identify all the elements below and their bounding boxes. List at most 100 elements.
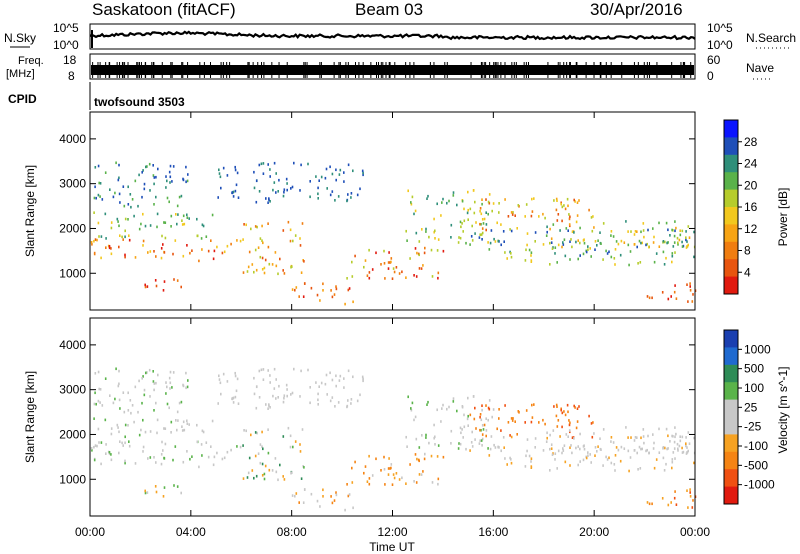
power-cell	[153, 176, 156, 179]
velocity-cell	[459, 426, 462, 430]
power-cell	[283, 272, 286, 275]
velocity-cell	[221, 457, 224, 461]
power-cell	[679, 229, 681, 232]
velocity-cell	[481, 408, 483, 412]
velocity-cell	[510, 461, 513, 465]
power-cell	[93, 196, 96, 200]
power-cell	[563, 204, 565, 207]
power-cell	[549, 241, 551, 245]
power-cell	[94, 166, 97, 169]
velocity-cell	[597, 445, 599, 448]
power-cell	[176, 279, 179, 282]
colorbar-segment	[724, 120, 738, 138]
velocity-cell	[278, 384, 280, 388]
velocity-cell	[210, 445, 212, 448]
velocity-cell	[666, 447, 668, 451]
velocity-cell	[187, 379, 189, 382]
power-cell	[154, 279, 157, 282]
power-cell	[198, 259, 200, 263]
power-cell	[163, 280, 166, 283]
power-cell	[474, 232, 476, 235]
velocity-cell	[267, 407, 269, 410]
power-cell	[236, 171, 239, 175]
velocity-cell	[410, 407, 412, 410]
colorbar-segment	[724, 330, 738, 348]
power-cell	[395, 266, 398, 269]
velocity-cell	[301, 428, 304, 431]
velocity-cell	[437, 477, 440, 481]
colorbar-segment	[724, 399, 738, 418]
power-cell	[418, 240, 421, 243]
power-cell	[104, 212, 107, 216]
power-cell	[478, 236, 481, 239]
velocity-cell	[667, 434, 669, 438]
velocity-cell	[467, 414, 469, 418]
velocity-cell	[260, 368, 263, 372]
power-cell	[671, 254, 674, 258]
power-cell	[579, 241, 581, 245]
power-cell	[576, 214, 579, 217]
power-cell	[142, 244, 144, 247]
power-cell	[261, 256, 264, 260]
velocity-cell	[673, 440, 676, 444]
nsearch-tick-top: 10^5	[707, 21, 733, 35]
colorbar-tick-label: 16	[744, 200, 758, 214]
velocity-cell	[434, 435, 436, 439]
power-cell	[511, 213, 514, 216]
power-cell	[352, 300, 354, 304]
power-cell	[317, 186, 319, 190]
velocity-cell	[245, 429, 247, 433]
velocity-cell	[165, 381, 167, 384]
velocity-cell	[262, 368, 265, 371]
power-cell	[564, 207, 567, 211]
velocity-cell	[108, 452, 111, 456]
power-cell	[291, 288, 294, 291]
power-cell	[172, 165, 175, 168]
power-cell	[317, 192, 319, 196]
velocity-cell	[494, 446, 497, 449]
velocity-cell	[143, 393, 146, 397]
velocity-cell	[612, 441, 615, 444]
colorbar-tick-label: 28	[744, 135, 758, 149]
power-cell	[593, 226, 595, 229]
velocity-cell	[226, 450, 229, 454]
x-tick-label: 00:00	[680, 525, 710, 539]
power-cell	[304, 282, 306, 285]
velocity-cell	[436, 408, 438, 412]
velocity-cell	[254, 431, 257, 434]
power-cell	[156, 212, 159, 216]
power-cell	[421, 228, 423, 231]
velocity-cell	[533, 403, 535, 406]
power-cell	[554, 246, 557, 249]
power-cell	[162, 289, 165, 292]
velocity-cell	[181, 425, 183, 428]
velocity-cell	[502, 436, 505, 439]
power-cell	[674, 220, 676, 223]
power-cell	[516, 227, 518, 230]
power-cell	[503, 240, 505, 243]
power-cell	[685, 246, 688, 249]
power-cell	[687, 300, 689, 303]
power-cell	[460, 225, 462, 229]
power-cell	[457, 241, 460, 244]
power-cell	[282, 269, 284, 272]
velocity-cell	[569, 464, 571, 467]
velocity-cell	[478, 442, 481, 445]
power-cell	[481, 238, 483, 241]
velocity-cell	[351, 481, 354, 484]
velocity-cell	[480, 418, 483, 422]
velocity-cell	[155, 461, 157, 464]
power-cell	[479, 233, 481, 236]
power-cell	[124, 253, 126, 257]
velocity-cell	[283, 478, 286, 481]
power-cell	[525, 203, 528, 206]
velocity-cell	[437, 482, 439, 486]
velocity-cell	[685, 452, 688, 455]
velocity-cell	[615, 446, 618, 449]
power-cell	[279, 257, 281, 261]
velocity-cell	[258, 369, 261, 373]
velocity-cell	[479, 428, 481, 432]
power-cell	[413, 274, 415, 277]
velocity-cell	[259, 443, 262, 446]
power-cell	[271, 263, 274, 266]
